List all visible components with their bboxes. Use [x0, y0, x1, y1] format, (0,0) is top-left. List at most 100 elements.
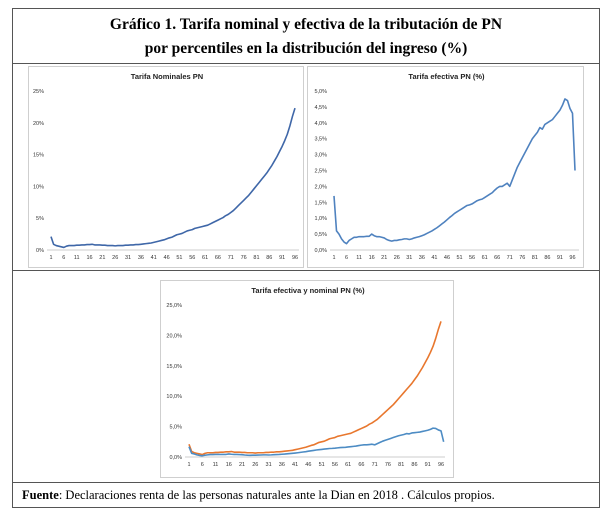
chart-panel-combined: Tarifa efectiva y nominal PN (%) 0,0% 5,0%…	[160, 280, 454, 478]
y-tick-label: 10,0%	[166, 394, 182, 400]
chart-nominal: Tarifa Nominales PN0%5%10%15%20%25%1 6 11 1…	[33, 72, 299, 261]
x-tick-label: 11	[356, 255, 362, 261]
x-tick-label: 86	[266, 255, 272, 261]
x-tick-label: 16	[86, 255, 92, 261]
x-tick-label: 31	[406, 255, 412, 261]
x-tick-label: 26	[252, 462, 258, 468]
y-tick-label: 0,5%	[314, 232, 327, 238]
x-tick-label: 36	[279, 462, 285, 468]
x-tick-label: 71	[228, 255, 234, 261]
series-line	[188, 427, 445, 457]
x-tick-label: 1	[187, 462, 190, 468]
y-tick-label: 25,0%	[166, 303, 182, 309]
y-tick-label: 10%	[33, 184, 44, 190]
x-tick-label: 46	[164, 255, 170, 261]
y-tick-label: 5,0%	[314, 89, 327, 95]
x-tick-label: 91	[425, 462, 431, 468]
y-tick-label: 5%	[36, 216, 44, 222]
x-tick-label: 66	[358, 462, 364, 468]
x-tick-label: 41	[292, 462, 298, 468]
series-line	[333, 98, 576, 245]
source-text: : Declaraciones renta de las personas na…	[58, 488, 495, 502]
x-tick-label: 6	[345, 255, 348, 261]
x-tick-label: 6	[62, 255, 65, 261]
row-divider	[12, 270, 600, 271]
x-tick-label: 71	[372, 462, 378, 468]
chart-panel-nominal: Tarifa Nominales PN 0% 5% 10% 15% 20% 25% 1 6 11 1…	[28, 66, 304, 268]
x-tick-label: 76	[385, 462, 391, 468]
x-tick-label: 86	[411, 462, 417, 468]
y-tick-label: 20,0%	[166, 333, 182, 339]
y-tick-label: 0%	[36, 248, 44, 254]
x-tick-label: 81	[532, 255, 538, 261]
y-tick-label: 2,5%	[314, 169, 327, 175]
x-tick-label: 16	[226, 462, 232, 468]
y-tick-label: 25%	[33, 89, 44, 95]
y-tick-label: 0,0%	[169, 455, 182, 461]
x-tick-label: 81	[398, 462, 404, 468]
x-tick-label: 56	[469, 255, 475, 261]
x-tick-label: 26	[394, 255, 400, 261]
x-tick-label: 46	[305, 462, 311, 468]
y-tick-label: 3,5%	[314, 137, 327, 143]
source-note: Fuente: Declaraciones renta de las perso…	[22, 488, 495, 503]
figure-title-line-2: por percentiles en la distribución del i…	[144, 40, 468, 57]
y-tick-label: 4,0%	[314, 121, 327, 127]
x-tick-label: 31	[125, 255, 131, 261]
x-tick-label: 16	[369, 255, 375, 261]
chart-efectiva: Tarifa efectiva PN (%) 0,0% 0,5% 1,0% 1,5% 2,…	[314, 72, 579, 261]
x-tick-label: 96	[569, 255, 575, 261]
x-tick-label: 61	[482, 255, 488, 261]
y-tick-label: 15,0%	[166, 364, 182, 370]
chart-title: Tarifa efectiva y nominal PN (%)	[251, 286, 365, 295]
x-tick-label: 76	[241, 255, 247, 261]
figure-header: Gráfico 1. Tarifa nominal y efectiva de …	[12, 8, 600, 64]
x-tick-label: 36	[138, 255, 144, 261]
x-tick-label: 51	[176, 255, 182, 261]
series-line	[50, 107, 296, 249]
x-tick-label: 61	[202, 255, 208, 261]
x-tick-label: 6	[201, 462, 204, 468]
x-tick-label: 21	[99, 255, 105, 261]
x-tick-label: 96	[292, 255, 298, 261]
x-tick-label: 21	[239, 462, 245, 468]
source-label: Fuente	[22, 488, 59, 502]
x-tick-label: 51	[319, 462, 325, 468]
y-tick-label: 1,5%	[314, 200, 327, 206]
x-tick-label: 66	[494, 255, 500, 261]
chart-combined: Tarifa efectiva y nominal PN (%) 0,0% 5,0%…	[166, 286, 445, 468]
y-tick-label: 15%	[33, 153, 44, 159]
x-tick-label: 56	[332, 462, 338, 468]
x-tick-label: 46	[444, 255, 450, 261]
chart-panel-efectiva: Tarifa efectiva PN (%) 0,0% 0,5% 1,0% 1,5% 2,…	[307, 66, 584, 268]
x-tick-label: 86	[544, 255, 550, 261]
series-line	[188, 321, 442, 456]
y-tick-label: 3,0%	[314, 153, 327, 159]
x-tick-label: 11	[213, 462, 219, 468]
x-tick-label: 56	[189, 255, 195, 261]
x-tick-label: 11	[74, 255, 80, 261]
x-tick-label: 91	[279, 255, 285, 261]
x-tick-label: 26	[112, 255, 118, 261]
x-tick-label: 36	[419, 255, 425, 261]
y-tick-label: 0,0%	[314, 248, 327, 254]
x-tick-label: 76	[519, 255, 525, 261]
x-tick-label: 41	[431, 255, 437, 261]
y-tick-label: 5,0%	[169, 425, 182, 431]
figure-title-line-1: Gráfico 1. Tarifa nominal y efectiva de …	[109, 16, 503, 33]
chart-title: Tarifa Nominales PN	[131, 72, 203, 81]
y-tick-label: 20%	[33, 121, 44, 127]
footer-divider	[12, 482, 600, 483]
x-tick-label: 1	[332, 255, 335, 261]
x-tick-label: 31	[266, 462, 272, 468]
y-tick-label: 2,0%	[314, 184, 327, 190]
x-tick-label: 51	[456, 255, 462, 261]
x-tick-label: 66	[215, 255, 221, 261]
figure-frame	[12, 8, 600, 508]
x-tick-label: 81	[253, 255, 259, 261]
y-tick-label: 4,5%	[314, 105, 327, 111]
x-tick-label: 91	[557, 255, 563, 261]
x-tick-label: 61	[345, 462, 351, 468]
x-tick-label: 1	[49, 255, 52, 261]
x-tick-label: 71	[507, 255, 513, 261]
